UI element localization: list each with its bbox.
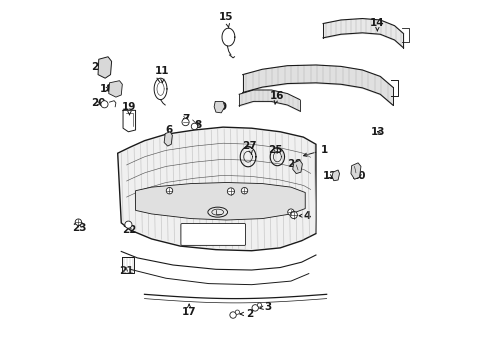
Circle shape bbox=[229, 312, 236, 318]
Text: 26: 26 bbox=[286, 159, 301, 169]
Text: 6: 6 bbox=[165, 125, 173, 141]
Circle shape bbox=[166, 188, 172, 194]
Text: 8: 8 bbox=[194, 120, 201, 130]
Text: 25: 25 bbox=[268, 145, 283, 155]
Polygon shape bbox=[164, 132, 172, 146]
Text: 12: 12 bbox=[322, 171, 337, 181]
Text: 10: 10 bbox=[351, 171, 365, 181]
Text: 24: 24 bbox=[91, 63, 105, 72]
Text: 9: 9 bbox=[219, 102, 226, 112]
Text: 11: 11 bbox=[155, 66, 169, 82]
Circle shape bbox=[191, 123, 197, 130]
Text: 5: 5 bbox=[234, 186, 244, 196]
Ellipse shape bbox=[211, 209, 223, 215]
Text: 4: 4 bbox=[299, 211, 310, 221]
Text: 20: 20 bbox=[91, 98, 106, 108]
Circle shape bbox=[287, 209, 294, 215]
FancyBboxPatch shape bbox=[181, 224, 245, 246]
Polygon shape bbox=[350, 163, 360, 179]
Polygon shape bbox=[214, 102, 224, 113]
Text: 13: 13 bbox=[370, 127, 385, 137]
Text: 16: 16 bbox=[269, 91, 284, 104]
Circle shape bbox=[124, 221, 132, 228]
Polygon shape bbox=[108, 81, 122, 97]
Text: 17: 17 bbox=[182, 304, 196, 317]
Circle shape bbox=[75, 219, 81, 225]
Text: 23: 23 bbox=[72, 223, 86, 233]
Ellipse shape bbox=[207, 207, 227, 217]
Circle shape bbox=[241, 188, 247, 194]
Text: 19: 19 bbox=[122, 102, 136, 115]
Text: 7: 7 bbox=[182, 114, 189, 124]
Circle shape bbox=[227, 188, 234, 195]
Circle shape bbox=[235, 310, 239, 314]
Text: 1: 1 bbox=[303, 145, 328, 156]
Polygon shape bbox=[98, 57, 111, 78]
Circle shape bbox=[101, 101, 108, 108]
Circle shape bbox=[290, 211, 297, 219]
Polygon shape bbox=[331, 170, 339, 181]
Text: 21: 21 bbox=[119, 266, 133, 276]
Text: 18: 18 bbox=[100, 84, 114, 94]
Polygon shape bbox=[135, 183, 305, 220]
Polygon shape bbox=[118, 127, 315, 251]
Circle shape bbox=[182, 118, 189, 126]
Text: 27: 27 bbox=[242, 141, 257, 154]
Text: 3: 3 bbox=[259, 302, 271, 312]
Text: 22: 22 bbox=[122, 225, 137, 235]
Polygon shape bbox=[292, 160, 302, 174]
Circle shape bbox=[251, 305, 258, 311]
Text: 15: 15 bbox=[219, 13, 233, 28]
Text: 2: 2 bbox=[240, 309, 253, 319]
Text: 14: 14 bbox=[369, 18, 384, 31]
Circle shape bbox=[257, 303, 261, 307]
